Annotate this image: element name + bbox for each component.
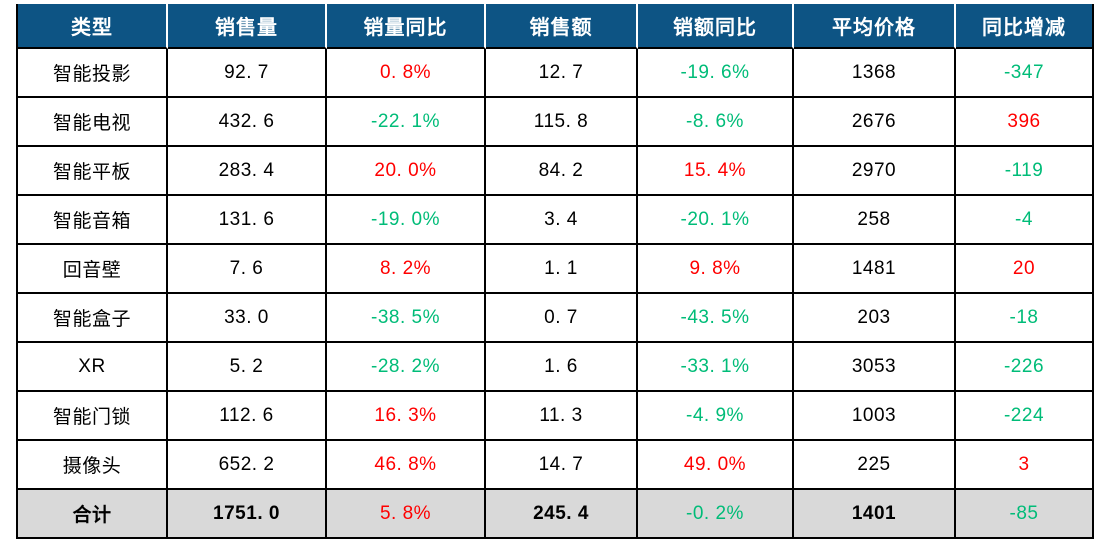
table-row: 智能门锁 112. 6 16. 3% 11. 3 -4. 9% 1003 -224 bbox=[16, 392, 1094, 441]
cell-amount-yoy: -8. 6% bbox=[638, 98, 794, 147]
cell-volume-yoy: -38. 5% bbox=[327, 294, 486, 343]
cell-amount-yoy: -43. 5% bbox=[638, 294, 794, 343]
cell-avg-price: 1481 bbox=[794, 245, 956, 294]
cell-yoy-change: -119 bbox=[956, 147, 1094, 196]
column-header-volume-yoy: 销量同比 bbox=[327, 4, 486, 49]
header-row: 类型 销售量 销量同比 销售额 销额同比 平均价格 同比增减 bbox=[16, 4, 1094, 49]
column-header-type: 类型 bbox=[16, 4, 168, 49]
cell-amount-yoy: -20. 1% bbox=[638, 196, 794, 245]
cell-avg-price: 203 bbox=[794, 294, 956, 343]
cell-amount-yoy: 49. 0% bbox=[638, 441, 794, 490]
cell-type: XR bbox=[16, 343, 168, 392]
cell-avg-price: 1368 bbox=[794, 49, 956, 98]
cell-amount-yoy: 15. 4% bbox=[638, 147, 794, 196]
sales-data-table: 类型 销售量 销量同比 销售额 销额同比 平均价格 同比增减 智能投影 92. 7 0. 8% 1… bbox=[16, 4, 1094, 539]
cell-volume-yoy: -19. 0% bbox=[327, 196, 486, 245]
cell-sales-amount: 0. 7 bbox=[486, 294, 638, 343]
cell-sales-volume: 92. 7 bbox=[168, 49, 327, 98]
cell-avg-price: 258 bbox=[794, 196, 956, 245]
cell-yoy-change: -224 bbox=[956, 392, 1094, 441]
cell-sales-amount: 3. 4 bbox=[486, 196, 638, 245]
cell-avg-price: 1003 bbox=[794, 392, 956, 441]
column-header-avg-price: 平均价格 bbox=[794, 4, 956, 49]
table-body: 智能投影 92. 7 0. 8% 12. 7 -19. 6% 1368 -347 智能电视 43… bbox=[16, 49, 1094, 539]
cell-amount-yoy: 9. 8% bbox=[638, 245, 794, 294]
cell-sales-volume: 1751. 0 bbox=[168, 490, 327, 539]
cell-type: 合计 bbox=[16, 490, 168, 539]
cell-yoy-change: 3 bbox=[956, 441, 1094, 490]
cell-yoy-change: -85 bbox=[956, 490, 1094, 539]
table-row: 智能投影 92. 7 0. 8% 12. 7 -19. 6% 1368 -347 bbox=[16, 49, 1094, 98]
cell-avg-price: 1401 bbox=[794, 490, 956, 539]
table-row: 摄像头 652. 2 46. 8% 14. 7 49. 0% 225 3 bbox=[16, 441, 1094, 490]
cell-yoy-change: 20 bbox=[956, 245, 1094, 294]
cell-sales-amount: 1. 1 bbox=[486, 245, 638, 294]
cell-yoy-change: -18 bbox=[956, 294, 1094, 343]
column-header-sales-volume: 销售量 bbox=[168, 4, 327, 49]
cell-type: 智能音箱 bbox=[16, 196, 168, 245]
cell-type: 智能电视 bbox=[16, 98, 168, 147]
cell-type: 智能门锁 bbox=[16, 392, 168, 441]
cell-volume-yoy: 16. 3% bbox=[327, 392, 486, 441]
cell-type: 摄像头 bbox=[16, 441, 168, 490]
cell-volume-yoy: 0. 8% bbox=[327, 49, 486, 98]
cell-type: 智能投影 bbox=[16, 49, 168, 98]
table-row: XR 5. 2 -28. 2% 1. 6 -33. 1% 3053 -226 bbox=[16, 343, 1094, 392]
cell-yoy-change: -347 bbox=[956, 49, 1094, 98]
cell-amount-yoy: -33. 1% bbox=[638, 343, 794, 392]
cell-volume-yoy: -22. 1% bbox=[327, 98, 486, 147]
cell-sales-volume: 652. 2 bbox=[168, 441, 327, 490]
cell-sales-amount: 11. 3 bbox=[486, 392, 638, 441]
cell-avg-price: 2676 bbox=[794, 98, 956, 147]
cell-yoy-change: -4 bbox=[956, 196, 1094, 245]
cell-volume-yoy: -28. 2% bbox=[327, 343, 486, 392]
table-row: 智能盒子 33. 0 -38. 5% 0. 7 -43. 5% 203 -18 bbox=[16, 294, 1094, 343]
cell-sales-volume: 283. 4 bbox=[168, 147, 327, 196]
cell-sales-volume: 5. 2 bbox=[168, 343, 327, 392]
cell-avg-price: 2970 bbox=[794, 147, 956, 196]
cell-volume-yoy: 20. 0% bbox=[327, 147, 486, 196]
cell-sales-volume: 7. 6 bbox=[168, 245, 327, 294]
cell-avg-price: 3053 bbox=[794, 343, 956, 392]
cell-amount-yoy: -4. 9% bbox=[638, 392, 794, 441]
cell-amount-yoy: -0. 2% bbox=[638, 490, 794, 539]
sales-table-container: 类型 销售量 销量同比 销售额 销额同比 平均价格 同比增减 智能投影 92. 7 0. 8% 1… bbox=[16, 4, 1094, 539]
cell-sales-amount: 115. 8 bbox=[486, 98, 638, 147]
cell-avg-price: 225 bbox=[794, 441, 956, 490]
cell-volume-yoy: 8. 2% bbox=[327, 245, 486, 294]
total-row: 合计 1751. 0 5. 8% 245. 4 -0. 2% 1401 -85 bbox=[16, 490, 1094, 539]
cell-sales-amount: 14. 7 bbox=[486, 441, 638, 490]
table-row: 回音壁 7. 6 8. 2% 1. 1 9. 8% 1481 20 bbox=[16, 245, 1094, 294]
cell-type: 智能盒子 bbox=[16, 294, 168, 343]
cell-sales-amount: 1. 6 bbox=[486, 343, 638, 392]
cell-sales-volume: 112. 6 bbox=[168, 392, 327, 441]
table-row: 智能平板 283. 4 20. 0% 84. 2 15. 4% 2970 -119 bbox=[16, 147, 1094, 196]
cell-volume-yoy: 46. 8% bbox=[327, 441, 486, 490]
cell-yoy-change: 396 bbox=[956, 98, 1094, 147]
cell-sales-volume: 432. 6 bbox=[168, 98, 327, 147]
cell-volume-yoy: 5. 8% bbox=[327, 490, 486, 539]
column-header-yoy-change: 同比增减 bbox=[956, 4, 1094, 49]
table-header: 类型 销售量 销量同比 销售额 销额同比 平均价格 同比增减 bbox=[16, 4, 1094, 49]
table-row: 智能音箱 131. 6 -19. 0% 3. 4 -20. 1% 258 -4 bbox=[16, 196, 1094, 245]
table-row: 智能电视 432. 6 -22. 1% 115. 8 -8. 6% 2676 396 bbox=[16, 98, 1094, 147]
cell-yoy-change: -226 bbox=[956, 343, 1094, 392]
cell-sales-amount: 245. 4 bbox=[486, 490, 638, 539]
column-header-sales-amount: 销售额 bbox=[486, 4, 638, 49]
cell-amount-yoy: -19. 6% bbox=[638, 49, 794, 98]
column-header-amount-yoy: 销额同比 bbox=[638, 4, 794, 49]
cell-sales-volume: 33. 0 bbox=[168, 294, 327, 343]
cell-sales-volume: 131. 6 bbox=[168, 196, 327, 245]
cell-sales-amount: 84. 2 bbox=[486, 147, 638, 196]
cell-sales-amount: 12. 7 bbox=[486, 49, 638, 98]
cell-type: 智能平板 bbox=[16, 147, 168, 196]
cell-type: 回音壁 bbox=[16, 245, 168, 294]
